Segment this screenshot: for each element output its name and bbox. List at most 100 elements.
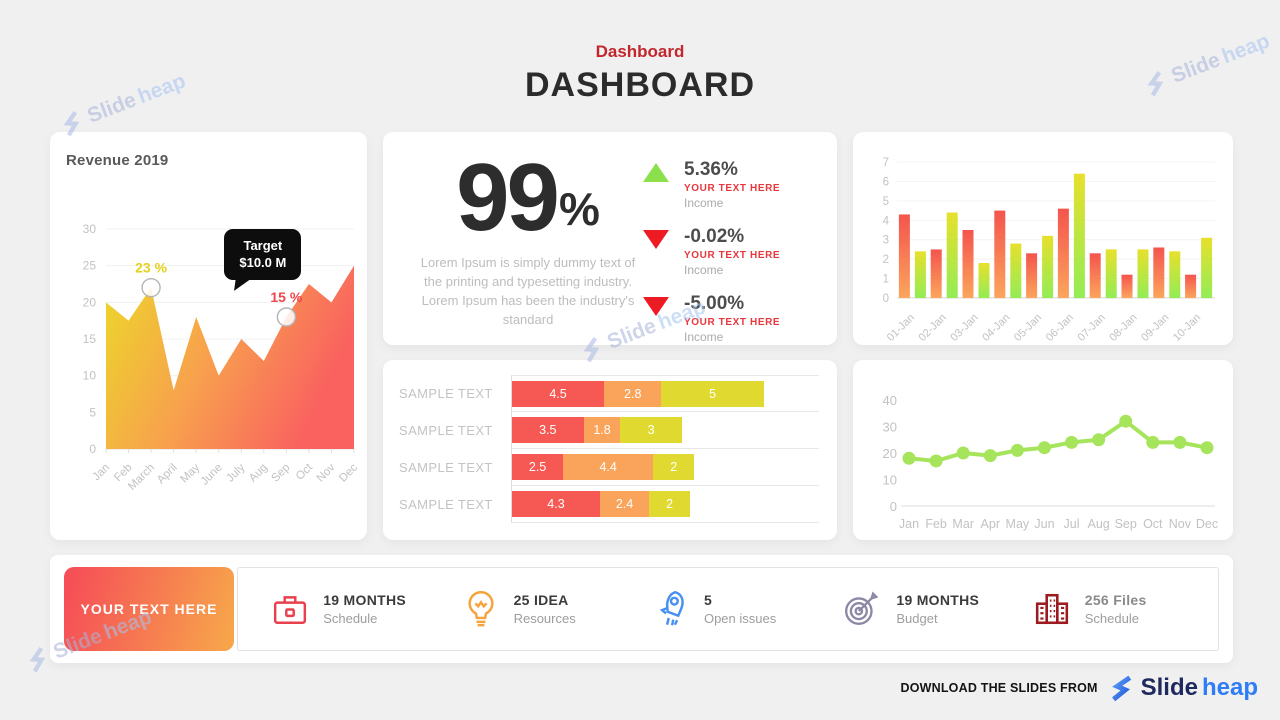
- stacked-segment: 1.8: [583, 417, 621, 443]
- indicator-row: -0.02% YOUR TEXT HERE Income: [643, 227, 811, 277]
- indicator-value: -0.02%: [684, 226, 745, 247]
- svg-text:1: 1: [883, 274, 889, 286]
- svg-text:6: 6: [883, 176, 889, 188]
- svg-text:Oct: Oct: [1143, 517, 1163, 531]
- brand-heap: heap: [1201, 674, 1258, 701]
- svg-text:Nov: Nov: [315, 461, 338, 484]
- svg-text:7: 7: [883, 157, 889, 169]
- big-stat-left: 99 % Lorem Ipsum is simply dummy text of…: [413, 149, 643, 335]
- stat-value: 5: [703, 592, 713, 608]
- stat-value: 25 IDEA: [513, 592, 569, 608]
- svg-text:Jan: Jan: [91, 462, 113, 484]
- target-icon: [845, 591, 879, 625]
- stacked-row-label: SAMPLE TEXT: [399, 460, 493, 475]
- svg-text:4: 4: [883, 215, 890, 227]
- rocket-icon: [659, 590, 684, 626]
- stacked-segment: 2: [649, 491, 691, 517]
- stacked-bar-row: SAMPLE TEXT 2.5 4.4 2: [399, 449, 819, 486]
- bottom-strip: YOUR TEXT HERE 19 MONTHS Schedule 25 IDE…: [50, 555, 1233, 663]
- stacked-row-label: SAMPLE TEXT: [399, 386, 493, 401]
- stacked-segment: 4.5: [512, 380, 605, 407]
- svg-text:06-Jan: 06-Jan: [1044, 312, 1076, 342]
- brand-slide: Slide: [1140, 674, 1198, 701]
- briefcase-icon: [274, 596, 307, 624]
- trend-down-icon: [643, 230, 669, 249]
- svg-text:Oct: Oct: [294, 461, 316, 483]
- svg-text:0: 0: [890, 499, 897, 514]
- stacked-segment: 4.3: [512, 491, 600, 517]
- svg-text:09-Jan: 09-Jan: [1139, 312, 1171, 342]
- svg-text:June: June: [199, 462, 225, 488]
- big-stat-description: Lorem Ipsum is simply dummy text of the …: [420, 255, 636, 327]
- svg-text:15: 15: [83, 332, 97, 346]
- stacked-segment: 5: [661, 380, 764, 407]
- stacked-bar-card: SAMPLE TEXT 4.5 2.8 5 SAMPLE TEXT 3.5 1.8 3 SAMP…: [383, 360, 837, 540]
- trend-up-icon: [643, 163, 669, 182]
- svg-text:03-Jan: 03-Jan: [948, 312, 980, 342]
- revenue-card-title: Revenue 2019: [66, 152, 169, 169]
- svg-text:5: 5: [89, 405, 96, 419]
- stacked-segment: 3: [620, 417, 682, 443]
- svg-text:10: 10: [883, 473, 897, 488]
- stat-resources: 25 IDEA Resources: [463, 590, 613, 628]
- svg-text:10: 10: [83, 369, 97, 383]
- svg-text:3: 3: [883, 235, 889, 247]
- daily-bar-chart-svg: 0 1 2 3 4 5 6 7 01-Jan 02-Jan 03-Jan 04-Jan 05-Jan 06…: [883, 157, 1215, 344]
- svg-text:30: 30: [83, 222, 97, 236]
- svg-text:July: July: [224, 461, 247, 484]
- stacked-bar-row: SAMPLE TEXT 4.3 2.4 2: [399, 486, 819, 523]
- big-stat-unit: %: [558, 183, 600, 236]
- revenue-area-chart: 0 5 10 15 20 25 30 23 % 15 % Jan Feb March April May J…: [66, 217, 361, 522]
- svg-text:15 %: 15 %: [270, 289, 302, 305]
- footer-download-label: DOWNLOAD THE SLIDES FROM: [900, 681, 1098, 695]
- svg-text:01-Jan: 01-Jan: [885, 312, 917, 342]
- svg-text:25: 25: [83, 259, 97, 273]
- svg-text:02-Jan: 02-Jan: [917, 312, 949, 342]
- indicator-label: YOUR TEXT HERE: [684, 317, 781, 328]
- stacked-bar-chart: SAMPLE TEXT 4.5 2.8 5 SAMPLE TEXT 3.5 1.8 3 SAMP…: [399, 375, 819, 523]
- svg-text:07-Jan: 07-Jan: [1076, 312, 1108, 342]
- indicator-row: -5.00% YOUR TEXT HERE Income: [643, 294, 811, 344]
- stacked-segment: 3.5: [512, 417, 584, 443]
- svg-text:Mar: Mar: [952, 517, 974, 531]
- stacked-segment: 2.4: [600, 491, 650, 517]
- slideheap-logo: Slide heap: [1110, 674, 1258, 702]
- stats-box: 19 MONTHS Schedule 25 IDEA Resources: [237, 567, 1219, 651]
- header-eyebrow: Dashboard: [595, 42, 685, 61]
- svg-text:Jun: Jun: [1034, 517, 1054, 531]
- svg-text:04-Jan: 04-Jan: [980, 312, 1012, 342]
- svg-text:08-Jan: 08-Jan: [1107, 312, 1139, 342]
- monthly-line-chart-svg: 0 10 20 30 40 Jan Feb Mar Apr May Jun Jul Aug Sep Oct N…: [883, 393, 1219, 531]
- svg-text:2: 2: [883, 254, 889, 266]
- svg-text:05-Jan: 05-Jan: [1012, 312, 1044, 342]
- svg-text:Sep: Sep: [270, 462, 293, 485]
- svg-text:30: 30: [883, 420, 897, 435]
- stacked-segment: 2.5: [512, 454, 564, 480]
- buildings-icon: [1035, 593, 1068, 625]
- daily-bar-chart-card: 0 1 2 3 4 5 6 7 01-Jan 02-Jan 03-Jan 04-Jan 05-Jan 06…: [853, 132, 1233, 345]
- stat-open-issues: 5 Open issues: [653, 590, 803, 628]
- svg-text:40: 40: [883, 393, 897, 408]
- indicator-value: 5.36%: [684, 159, 738, 180]
- target-tooltip: Target $10.0 M: [224, 229, 302, 280]
- stacked-row-label: SAMPLE TEXT: [399, 497, 493, 512]
- svg-text:Nov: Nov: [1169, 517, 1192, 531]
- stacked-segment: 2.8: [604, 380, 662, 407]
- indicator-label: YOUR TEXT HERE: [684, 183, 781, 194]
- your-text-here-button[interactable]: YOUR TEXT HERE: [64, 567, 234, 651]
- stat-value: 19 MONTHS: [896, 592, 980, 608]
- svg-text:20: 20: [83, 295, 97, 309]
- svg-text:Dec: Dec: [1196, 517, 1218, 531]
- stat-value: 19 MONTHS: [323, 592, 407, 608]
- slideheap-logo-icon: [1111, 675, 1131, 701]
- svg-text:Jul: Jul: [1064, 517, 1080, 531]
- stat-label: Schedule: [323, 611, 378, 626]
- lightbulb-icon: [468, 591, 494, 627]
- svg-text:0: 0: [883, 293, 889, 305]
- svg-text:Feb: Feb: [925, 517, 947, 531]
- svg-text:23 %: 23 %: [135, 260, 167, 276]
- stacked-bar-row: SAMPLE TEXT 3.5 1.8 3: [399, 412, 819, 449]
- target-tooltip-line1: Target: [243, 238, 283, 253]
- stat-label: Budget: [896, 611, 938, 626]
- svg-text:Aug: Aug: [247, 462, 270, 485]
